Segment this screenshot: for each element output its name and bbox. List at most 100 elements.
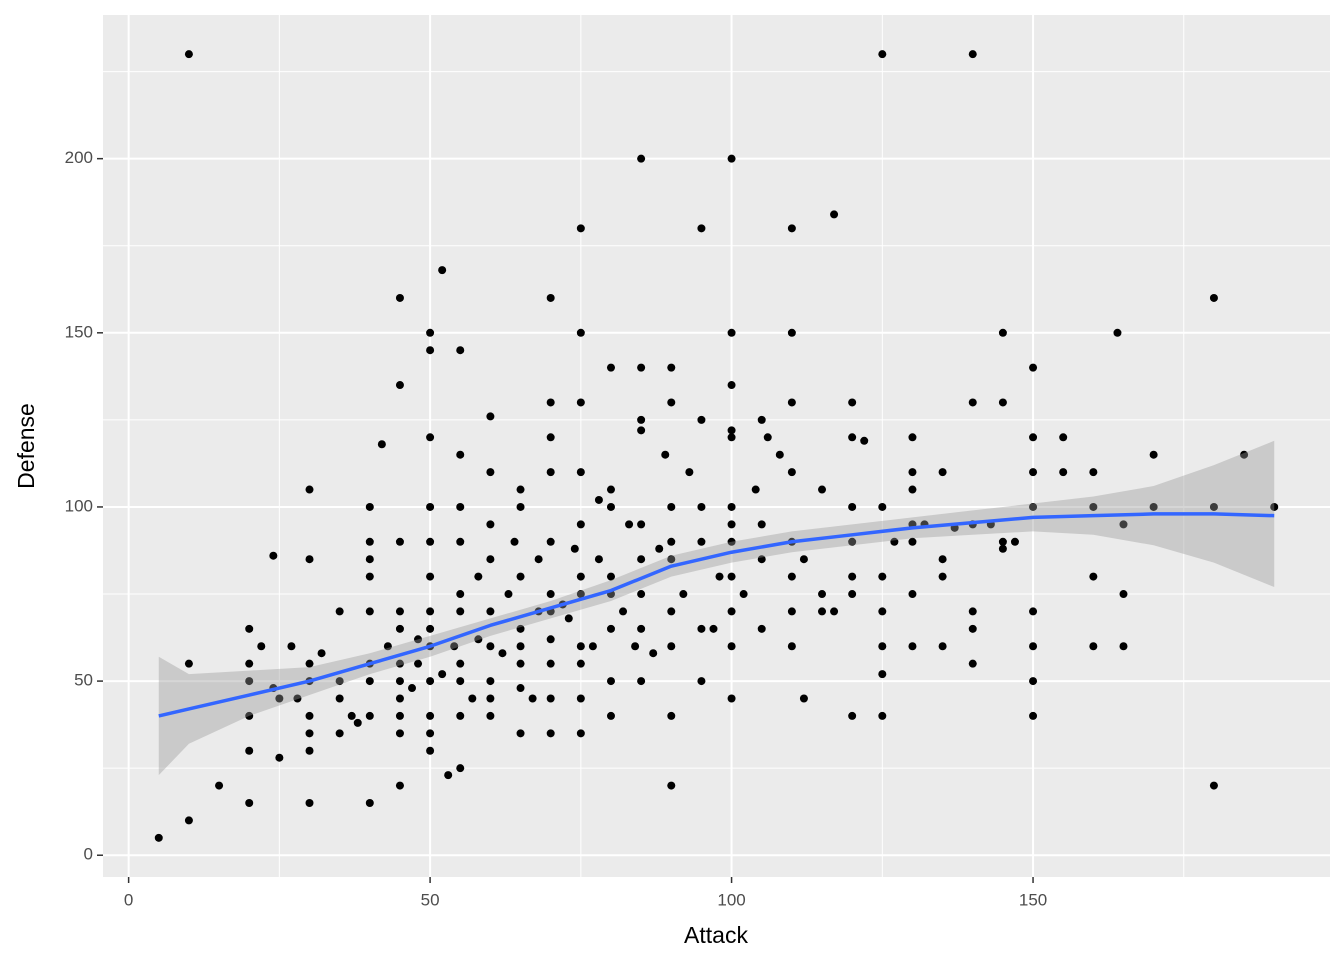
point bbox=[1209, 293, 1218, 302]
point bbox=[516, 624, 525, 633]
point bbox=[576, 572, 585, 581]
point bbox=[576, 520, 585, 529]
point bbox=[486, 412, 495, 421]
point bbox=[998, 544, 1007, 553]
point bbox=[968, 624, 977, 633]
point bbox=[365, 502, 374, 511]
point bbox=[908, 485, 917, 494]
point bbox=[576, 694, 585, 703]
point bbox=[667, 363, 676, 372]
point bbox=[667, 607, 676, 616]
point bbox=[799, 694, 808, 703]
point bbox=[305, 485, 314, 494]
point bbox=[486, 607, 495, 616]
smooth-line bbox=[158, 512, 1275, 718]
point bbox=[456, 450, 465, 459]
point bbox=[353, 718, 362, 727]
point bbox=[154, 833, 163, 842]
point bbox=[679, 590, 688, 599]
point bbox=[426, 346, 435, 355]
point bbox=[757, 624, 766, 633]
point bbox=[365, 537, 374, 546]
point bbox=[395, 659, 404, 668]
point bbox=[1149, 450, 1158, 459]
point bbox=[727, 426, 736, 435]
point bbox=[335, 677, 344, 686]
confidence-band bbox=[158, 440, 1275, 776]
point bbox=[305, 798, 314, 807]
point bbox=[908, 537, 917, 546]
point bbox=[245, 624, 254, 633]
point bbox=[365, 711, 374, 720]
point bbox=[619, 607, 628, 616]
point bbox=[727, 433, 736, 442]
point bbox=[787, 572, 796, 581]
point bbox=[631, 642, 640, 651]
point bbox=[184, 50, 193, 59]
point bbox=[727, 381, 736, 390]
point bbox=[546, 659, 555, 668]
point bbox=[1209, 502, 1218, 511]
point bbox=[848, 502, 857, 511]
point bbox=[576, 642, 585, 651]
point bbox=[1113, 328, 1122, 337]
point bbox=[576, 659, 585, 668]
point bbox=[516, 572, 525, 581]
point bbox=[450, 642, 459, 651]
x-tick-label: 50 bbox=[421, 890, 440, 909]
point bbox=[667, 781, 676, 790]
y-tick-label: 50 bbox=[74, 671, 93, 690]
point bbox=[570, 544, 579, 553]
point bbox=[546, 729, 555, 738]
point bbox=[516, 729, 525, 738]
point bbox=[269, 551, 278, 560]
point bbox=[546, 590, 555, 599]
point bbox=[395, 293, 404, 302]
x-tick-label: 0 bbox=[124, 890, 133, 909]
point bbox=[486, 711, 495, 720]
point bbox=[546, 537, 555, 546]
point bbox=[426, 607, 435, 616]
point bbox=[1089, 642, 1098, 651]
point bbox=[697, 624, 706, 633]
point bbox=[456, 590, 465, 599]
point bbox=[751, 485, 760, 494]
point bbox=[438, 266, 447, 275]
point bbox=[365, 798, 374, 807]
point bbox=[576, 590, 585, 599]
point bbox=[878, 711, 887, 720]
point bbox=[377, 440, 386, 449]
y-tick-label: 200 bbox=[65, 148, 93, 167]
point bbox=[546, 694, 555, 703]
point bbox=[456, 502, 465, 511]
point bbox=[908, 433, 917, 442]
point bbox=[661, 450, 670, 459]
point bbox=[245, 746, 254, 755]
point bbox=[998, 398, 1007, 407]
point bbox=[1089, 572, 1098, 581]
point bbox=[215, 781, 224, 790]
point bbox=[715, 572, 724, 581]
point bbox=[516, 502, 525, 511]
point bbox=[938, 468, 947, 477]
point bbox=[1240, 450, 1249, 459]
point bbox=[576, 398, 585, 407]
point bbox=[245, 798, 254, 807]
point bbox=[727, 520, 736, 529]
point bbox=[757, 415, 766, 424]
point bbox=[860, 436, 869, 445]
y-tick-label: 100 bbox=[65, 496, 93, 515]
point bbox=[408, 684, 417, 693]
point bbox=[727, 607, 736, 616]
point bbox=[287, 642, 296, 651]
panel bbox=[103, 15, 1330, 877]
point bbox=[456, 659, 465, 668]
point bbox=[383, 642, 392, 651]
point bbox=[998, 537, 1007, 546]
point bbox=[305, 746, 314, 755]
point bbox=[787, 328, 796, 337]
point bbox=[606, 485, 615, 494]
point bbox=[456, 607, 465, 616]
point bbox=[576, 729, 585, 738]
point bbox=[576, 224, 585, 233]
